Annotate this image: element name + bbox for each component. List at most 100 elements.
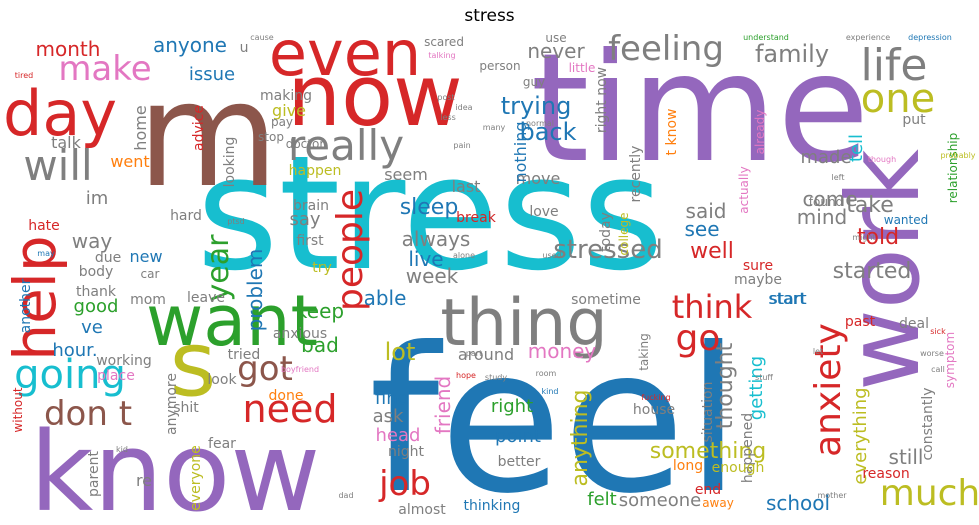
word-shit: shit: [173, 400, 199, 416]
word-leave: leave: [187, 290, 225, 306]
word-thought: thought: [713, 342, 738, 429]
word-guy: guy: [523, 75, 545, 89]
word-hour-: hour.: [52, 340, 97, 361]
word-parent: parent: [86, 451, 102, 497]
word-went: went: [110, 152, 149, 171]
word-want: want: [146, 280, 318, 362]
word-seem: seem: [384, 165, 428, 184]
word-room: room: [536, 369, 557, 378]
word-maybe: maybe: [734, 272, 782, 288]
word-now: now: [287, 47, 462, 146]
word-said: said: [686, 199, 727, 223]
word-made: made: [800, 147, 851, 168]
word-anxiety: anxiety: [808, 323, 849, 457]
word-time: time: [531, 22, 870, 196]
word-sick: sick: [930, 327, 946, 336]
word-ve: ve: [81, 317, 103, 338]
word-always: always: [402, 227, 471, 251]
word-anyone: anyone: [153, 33, 227, 57]
word-part: part: [466, 349, 482, 358]
word-got: got: [237, 349, 293, 389]
word-worse: worse: [920, 349, 944, 358]
word-getting: getting: [746, 356, 767, 420]
word-making: making: [260, 88, 312, 104]
word-sure: sure: [743, 258, 773, 274]
word-kid: kid: [116, 445, 128, 454]
word-cause: cause: [250, 33, 274, 42]
word-ask: ask: [373, 406, 404, 427]
word-though: though: [868, 155, 896, 164]
word-found: found: [809, 195, 843, 209]
word-going: going: [14, 352, 126, 398]
word-experience: experience: [846, 33, 890, 42]
word-job: job: [378, 464, 431, 504]
word-right: right: [491, 396, 533, 417]
word-probably: probably: [940, 151, 975, 160]
word-left: left: [832, 173, 845, 182]
word-never: never: [527, 39, 585, 63]
word-one: one: [861, 76, 935, 122]
word-enough: enough: [712, 460, 765, 476]
word-thing: thing: [440, 286, 607, 361]
word-even: even: [269, 17, 421, 90]
word-felt: felt: [587, 489, 616, 510]
word-understand: understand: [743, 33, 789, 42]
word-hate: hate: [28, 218, 60, 234]
word-house: house: [633, 402, 675, 418]
word-hard: hard: [170, 208, 202, 224]
word-really: really: [288, 121, 404, 170]
word-brain: brain: [293, 198, 329, 214]
word-issue: issue: [189, 64, 235, 85]
word-mom: mom: [130, 292, 166, 308]
word-im: im: [86, 188, 109, 209]
word-go: go: [676, 318, 721, 359]
word-looking: looking: [222, 137, 238, 188]
word-everything: everything: [850, 387, 871, 484]
word-sleep: sleep: [400, 195, 459, 220]
word-think: think: [672, 288, 753, 326]
word-stressed: stressed: [553, 235, 662, 265]
word-last: last: [452, 177, 481, 196]
word-live: live: [408, 247, 443, 271]
word-another: another: [18, 278, 34, 333]
word-s: s: [170, 312, 217, 417]
word-idea: idea: [455, 103, 472, 112]
word-constantly: constantly: [920, 387, 936, 460]
word-move: move: [516, 169, 561, 188]
word-due: due: [95, 250, 121, 266]
word-car: car: [141, 267, 160, 281]
word-stress: stress: [196, 122, 664, 306]
word-situation: situation: [700, 382, 716, 443]
word-thinking: thinking: [464, 498, 521, 514]
word-head: head: [376, 425, 421, 446]
word-mind: mind: [797, 205, 847, 229]
word-hope: hope: [456, 371, 476, 380]
word-tell: tell: [846, 134, 867, 162]
word-love: love: [529, 204, 558, 220]
chart-title: stress: [464, 6, 515, 26]
word-normal: normal: [526, 119, 554, 128]
word-working: working: [96, 353, 152, 369]
word-lot: lot: [385, 338, 416, 366]
word-bad: bad: [301, 333, 339, 357]
word-u: u: [240, 40, 249, 56]
word-less: less: [440, 113, 455, 122]
word-fucking: fucking: [641, 393, 670, 402]
word-advice: advice: [191, 105, 207, 151]
word-break: break: [456, 210, 497, 226]
word-someone: someone: [619, 490, 702, 511]
word-friend: friend: [431, 376, 455, 435]
word-don-t: don t: [44, 394, 132, 434]
word-post: post: [437, 93, 454, 102]
word-happened: happened: [740, 413, 756, 483]
word-say: say: [289, 209, 320, 230]
word-make: make: [58, 49, 151, 89]
word-new: new: [129, 247, 162, 266]
word-day: day: [3, 77, 117, 150]
word-week: week: [406, 264, 459, 288]
word-stuff: stuff: [755, 373, 773, 382]
word-problem: problem: [243, 249, 267, 332]
word-much: much: [880, 473, 979, 514]
word-tried: tried: [228, 347, 261, 363]
